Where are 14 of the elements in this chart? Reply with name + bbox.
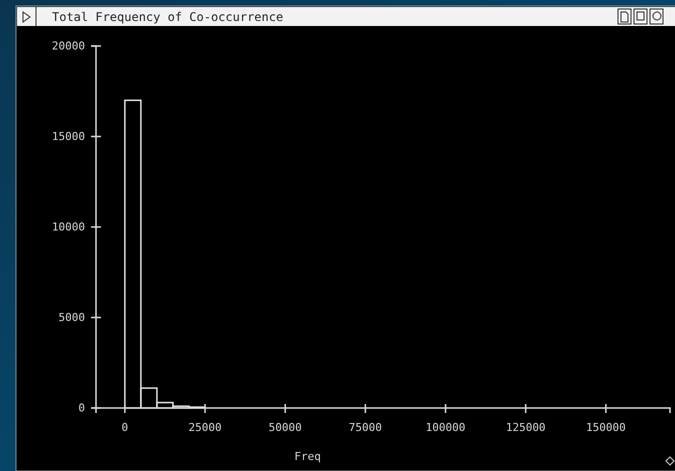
y-tick-label: 20000 [52,40,85,53]
x-tick-label: 100000 [426,420,466,434]
y-tick-label: 15000 [52,130,85,144]
y-tick-label: 0 [78,402,85,415]
x-axis-title: Freq [294,450,321,463]
y-tick-label: 10000 [52,220,85,234]
x-tick-label: 0 [122,420,128,434]
x-tick-label: 75000 [348,420,382,434]
y-tick-label: 5000 [58,311,85,324]
x-tick-label: 150000 [586,420,626,434]
x-tick-label: 50000 [268,420,302,434]
x-tick-label: 125000 [506,420,546,434]
chart-title: Total Frequency of Co-occurrence [52,10,284,24]
x-tick-label: 25000 [188,420,222,434]
